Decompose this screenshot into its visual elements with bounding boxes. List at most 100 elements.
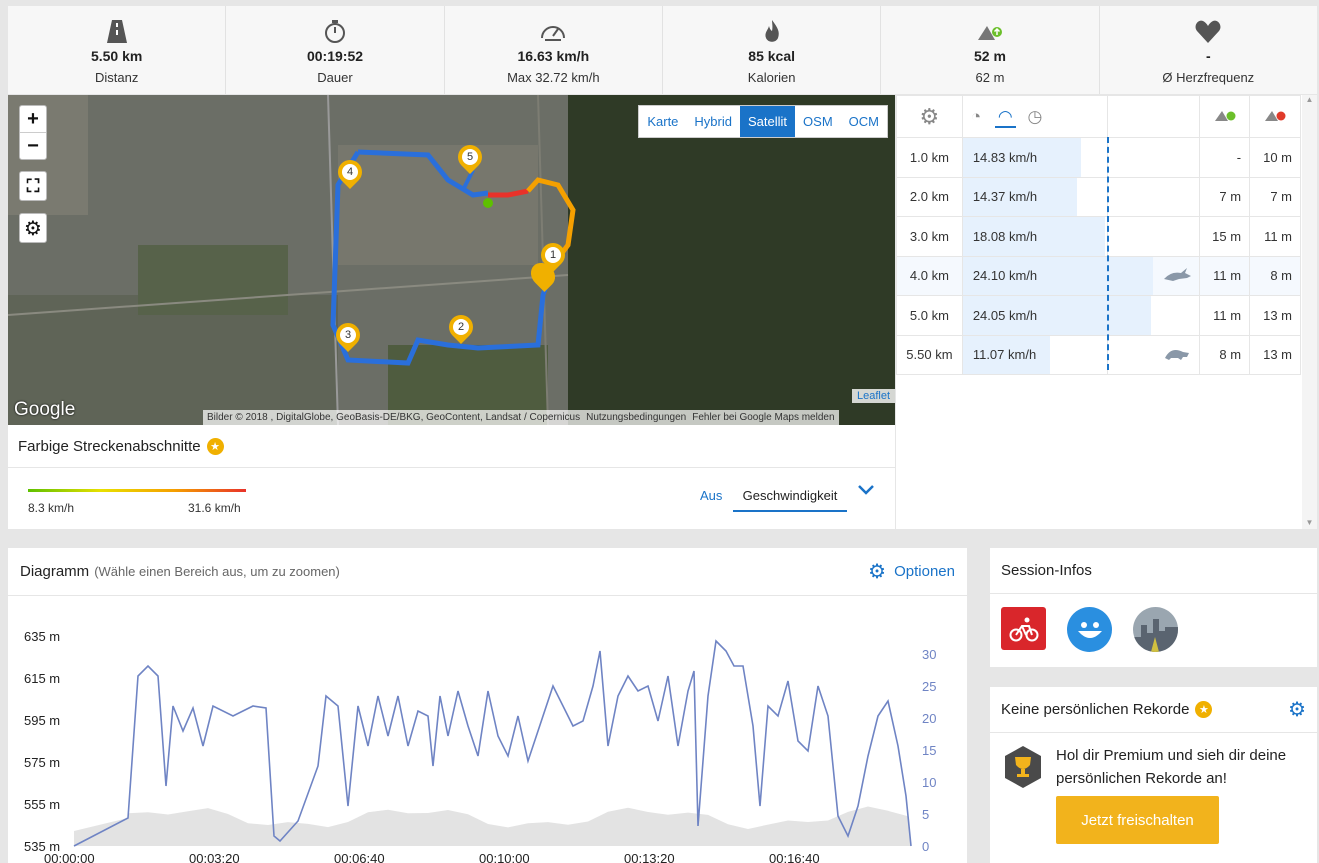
descent-icon [1265,111,1286,121]
split-ascent: 8 m [1199,334,1251,375]
turtle-icon [1107,334,1201,375]
split-distance: 5.50 km [896,334,963,375]
stat-label: Distanz [94,70,139,85]
split-speed-cell: 11.07 km/h [961,334,1109,375]
stat-4: 52 m 62 m [881,6,1100,94]
split-speed-bar [962,217,1106,256]
split-distance: 4.0 km [896,255,963,296]
elevation-speed-chart[interactable]: 635 m 615 m 595 m 575 m 555 m 535 m 30 25 20 15 10… [8,596,967,863]
stats-bar: 5.50 km Distanz 00:19:52 Dauer 16.63 km/… [8,6,1317,94]
options-link[interactable]: Optionen [894,563,955,580]
splits-settings[interactable]: ⚙ [896,95,963,138]
diagram-hint: (Wähle einen Bereich aus, um zu zoomen) [94,564,340,579]
split-ascent: 7 m [1199,176,1251,217]
gear-icon: ⚙ [24,217,42,240]
scrollbar[interactable]: ▲ ▼ [1302,95,1317,529]
legend-min: 8.3 km/h [28,501,75,515]
stat-0: 5.50 km Distanz [8,6,227,94]
leaflet-link[interactable]: Leaflet [851,389,895,403]
zoom-control: + − [19,105,47,160]
speedometer-icon [541,26,566,41]
stat-value: 16.63 km/h [517,48,590,64]
map-attribution: Bilder © 2018 , DigitalGlobe, GeoBasis-D… [203,410,839,425]
records-text: Hol dir Premium und sieh dir deine persö… [1056,747,1287,787]
x-tick: 00:16:40 [769,851,820,863]
map-type-ocm[interactable]: OCM [848,114,879,129]
split-speed-cell: 14.83 km/h [961,137,1109,178]
map-type-osm[interactable]: OSM [803,114,833,129]
split-speed: 24.10 km/h [972,268,1038,284]
split-speed-bar [962,256,1153,295]
unlock-button[interactable]: Jetzt freischalten [1056,796,1219,844]
stat-5: - Ø Herzfrequenz [1100,6,1317,94]
stat-label: Dauer [317,70,353,85]
trophy-icon [1003,745,1043,789]
splits-metric-tabs: ◔ ◠ ◷ [961,95,1109,138]
fullscreen-button[interactable]: ⛶ [19,171,47,201]
stat-value: - [1205,48,1211,64]
split-distance: 3.0 km [896,216,963,257]
zoom-out-button[interactable]: − [27,134,39,157]
empty-cell [1107,176,1201,217]
split-ascent: 11 m [1199,255,1251,296]
stat-value: 52 m [974,48,1006,64]
empty-cell [1107,137,1201,178]
pace-icon[interactable]: ◔ [970,106,982,126]
zoom-in-button[interactable]: + [20,106,46,133]
map-settings-button[interactable]: ⚙ [19,213,47,243]
x-tick: 00:00:00 [44,851,95,863]
y-left-tick: 595 m [24,713,60,728]
stat-value: 5.50 km [90,48,143,64]
empty-cell [1107,216,1201,257]
cycling-icon [1001,607,1046,650]
stat-label: Ø Herzfrequenz [1162,70,1255,85]
gear-icon[interactable]: ⚙ [1288,699,1306,721]
split-ascent: 15 m [1199,216,1251,257]
ascent-icon [977,26,1002,40]
speed-tab-icon[interactable]: ◠ [994,106,1016,128]
y-right-tick: 5 [922,807,929,822]
map-type-karte[interactable]: Karte [647,114,679,129]
segments-title: Farbige Streckenabschnitte [18,437,201,455]
google-logo: Google [14,399,76,420]
diagram-panel: Diagramm (Wähle einen Bereich aus, um zu… [8,548,967,863]
split-descent: 11 m [1249,216,1301,257]
chevron-down-icon[interactable] [857,483,875,501]
map-type-hybrid[interactable]: Hybrid [694,114,732,129]
segments-mode-select[interactable]: Geschwindigkeit [733,479,847,512]
speed-line [73,639,912,847]
segments-off-option[interactable]: Aus [700,488,723,503]
terms-link[interactable]: Nutzungsbedingungen [586,412,687,423]
split-speed-cell: 24.10 km/h [961,255,1153,296]
x-tick: 00:06:40 [334,851,385,863]
y-right-tick: 30 [922,647,936,662]
road-icon [106,20,127,43]
y-left-tick: 555 m [24,797,60,812]
stat-label: Kalorien [747,70,796,85]
split-ascent: - [1199,137,1251,178]
time-tab-icon[interactable]: ◷ [1027,106,1043,126]
marker-label: 5 [462,149,478,165]
imagery-credit: Bilder © 2018 , DigitalGlobe, GeoBasis-D… [207,412,581,423]
icon-col-header [1107,95,1201,138]
marker-label: 2 [453,319,469,335]
map-type-satellit[interactable]: Satellit [740,106,796,137]
colored-segments-panel: Farbige Streckenabschnitte ★ 8.3 km/h 31… [8,425,895,529]
segments-header: Farbige Streckenabschnitte ★ [8,425,895,468]
splits-table-panel: ⚙ ◔ ◠ ◷ 1.0 km 14.83 km/h - 10 m 2.0 km … [896,95,1302,529]
stat-2: 16.63 km/h Max 32.72 km/h [445,6,663,94]
split-speed-bar [962,335,1051,374]
city-icon [1133,607,1178,652]
gear-icon: ⚙ [919,103,940,129]
session-info-header: Session-Infos [990,548,1317,594]
splits-header-row: ⚙ ◔ ◠ ◷ [896,95,1301,138]
split-ascent: 11 m [1199,295,1251,336]
descent-col-header [1249,95,1301,138]
y-left-tick: 635 m [24,629,60,644]
speed-gradient-legend [28,489,246,492]
records-title: Keine persönlichen Rekorde [1001,701,1190,718]
report-error-link[interactable]: Fehler bei Google Maps melden [692,412,835,423]
gear-icon[interactable]: ⚙ [868,561,887,583]
session-info-panel: Session-Infos [990,548,1317,667]
